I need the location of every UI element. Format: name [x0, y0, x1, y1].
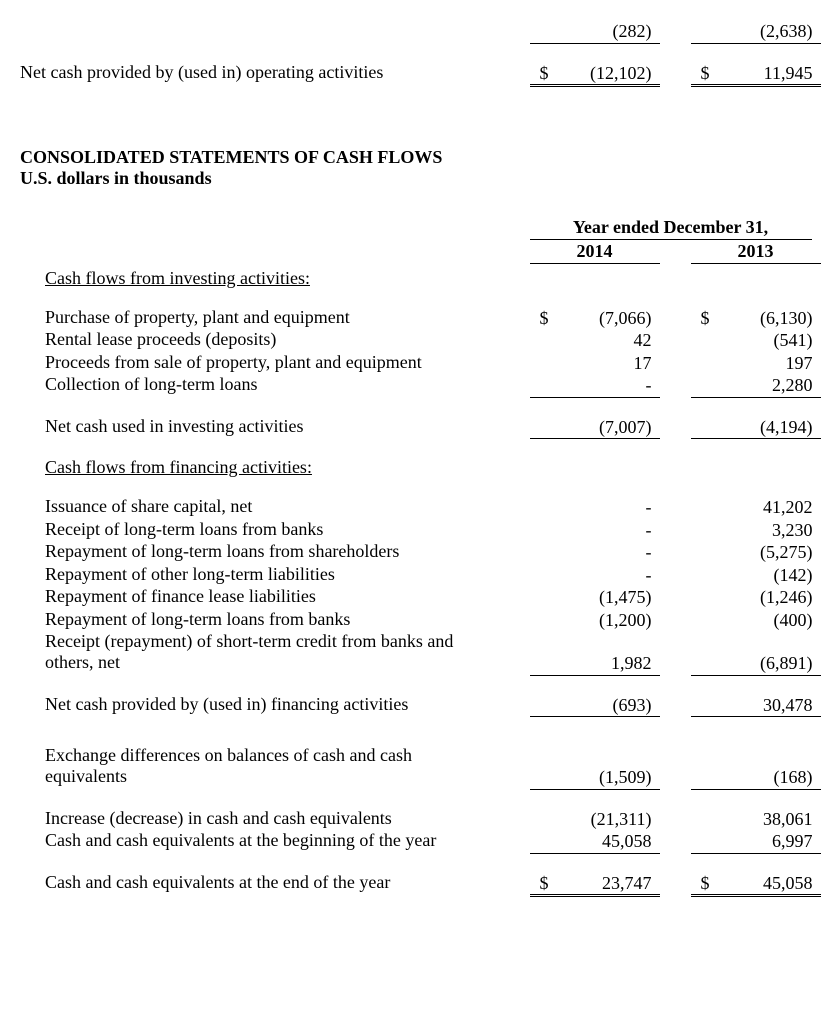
- label: Net cash used in investing activities: [20, 416, 525, 437]
- cell: 6,997: [772, 831, 813, 851]
- row-short-term-line1: Receipt (repayment) of short-term credit…: [20, 631, 808, 652]
- cell: (1,475): [599, 587, 652, 607]
- cell: (21,311): [591, 809, 652, 829]
- row-end: Cash and cash equivalents at the end of …: [20, 872, 808, 898]
- currency-symbol: $: [701, 307, 710, 330]
- cell: (282): [613, 21, 652, 41]
- row-ppe: Purchase of property, plant and equipmen…: [20, 307, 808, 330]
- row-exch-line1: Exchange differences on balances of cash…: [20, 745, 808, 766]
- cell: (7,007): [599, 417, 652, 437]
- label: Repayment of long-term loans from banks: [20, 609, 525, 630]
- label: Rental lease proceeds (deposits): [20, 329, 525, 350]
- currency-symbol: $: [701, 872, 710, 895]
- label: Net cash provided by (used in) financing…: [20, 694, 525, 715]
- cell: (6,891): [760, 653, 813, 673]
- cell: 1,982: [611, 653, 652, 673]
- row-net-investing: Net cash used in investing activities (7…: [20, 416, 808, 440]
- cell: (168): [774, 767, 813, 787]
- cell: 23,747: [602, 873, 652, 893]
- cell: (541): [774, 330, 813, 350]
- label: others, net: [20, 652, 525, 673]
- row-unlabeled-top: (282) (2,638): [20, 20, 808, 44]
- row-issue: Issuance of share capital, net - 41,202: [20, 496, 808, 519]
- row-exch-line2: equivalents (1,509) (168): [20, 766, 808, 790]
- cell: 45,058: [602, 831, 652, 851]
- currency-symbol: $: [701, 62, 710, 85]
- row-repay-banks: Repayment of long-term loans from banks …: [20, 609, 808, 632]
- row-net-financing: Net cash provided by (used in) financing…: [20, 694, 808, 718]
- cell: -: [646, 375, 652, 395]
- label: Repayment of other long-term liabilities: [20, 564, 525, 585]
- cell: (1,200): [599, 610, 652, 630]
- currency-symbol: $: [540, 62, 549, 85]
- row-receipt-lt: Receipt of long-term loans from banks - …: [20, 519, 808, 542]
- label: Receipt of long-term loans from banks: [20, 519, 525, 540]
- label: Purchase of property, plant and equipmen…: [20, 307, 525, 328]
- cell: (6,130): [760, 308, 813, 328]
- cell: (12,102): [590, 63, 652, 83]
- row-rental: Rental lease proceeds (deposits) 42 (541…: [20, 329, 808, 352]
- row-short-term-line2: others, net 1,982 (6,891): [20, 652, 808, 676]
- section-subtitle: U.S. dollars in thousands: [20, 168, 808, 189]
- cell: -: [646, 542, 652, 562]
- cell: -: [646, 520, 652, 540]
- cell: 3,230: [772, 520, 813, 540]
- row-increase: Increase (decrease) in cash and cash equ…: [20, 808, 808, 831]
- cell: (4,194): [760, 417, 813, 437]
- heading-financing: Cash flows from financing activities:: [20, 457, 808, 478]
- cell: 38,061: [763, 809, 813, 829]
- row-repay-lease: Repayment of finance lease liabilities (…: [20, 586, 808, 609]
- cell: (1,246): [760, 587, 813, 607]
- cell: (2,638): [760, 21, 813, 41]
- header-2014: 2014: [530, 240, 660, 264]
- column-header-span: Year ended December 31,: [20, 217, 808, 240]
- cell: (693): [613, 695, 652, 715]
- cell: -: [646, 497, 652, 517]
- cell: (5,275): [760, 542, 813, 562]
- header-year-span: Year ended December 31,: [530, 217, 812, 240]
- label: Receipt (repayment) of short-term credit…: [20, 631, 525, 652]
- cell: 11,945: [764, 63, 813, 83]
- cell: 2,280: [772, 375, 813, 395]
- row-net-operating: Net cash provided by (used in) operating…: [20, 62, 808, 88]
- label-net-operating: Net cash provided by (used in) operating…: [20, 62, 525, 83]
- cell: -: [646, 565, 652, 585]
- label: Exchange differences on balances of cash…: [20, 745, 525, 766]
- cell: 42: [634, 330, 652, 350]
- header-2013: 2013: [691, 240, 821, 264]
- label: Issuance of share capital, net: [20, 496, 525, 517]
- cell: 41,202: [763, 497, 813, 517]
- label: Cash and cash equivalents at the end of …: [20, 872, 525, 893]
- row-repay-other: Repayment of other long-term liabilities…: [20, 564, 808, 587]
- currency-symbol: $: [540, 307, 549, 330]
- column-headers: 2014 2013: [20, 240, 808, 264]
- label: equivalents: [20, 766, 525, 787]
- cell: (142): [774, 565, 813, 585]
- heading-investing: Cash flows from investing activities:: [20, 268, 808, 289]
- cell: (7,066): [599, 308, 652, 328]
- cell: 45,058: [763, 873, 813, 893]
- label: Collection of long-term loans: [20, 374, 525, 395]
- row-sale: Proceeds from sale of property, plant an…: [20, 352, 808, 375]
- row-repay-sh: Repayment of long-term loans from shareh…: [20, 541, 808, 564]
- label: Proceeds from sale of property, plant an…: [20, 352, 525, 373]
- section-title: CONSOLIDATED STATEMENTS OF CASH FLOWS: [20, 147, 808, 168]
- cell: (400): [774, 610, 813, 630]
- cell: 30,478: [763, 695, 813, 715]
- label: Repayment of long-term loans from shareh…: [20, 541, 525, 562]
- label: Increase (decrease) in cash and cash equ…: [20, 808, 525, 829]
- cell: 197: [786, 353, 813, 373]
- currency-symbol: $: [540, 872, 549, 895]
- label: Cash and cash equivalents at the beginni…: [20, 830, 525, 851]
- cell: (1,509): [599, 767, 652, 787]
- row-collect: Collection of long-term loans - 2,280: [20, 374, 808, 398]
- row-begin: Cash and cash equivalents at the beginni…: [20, 830, 808, 854]
- cell: 17: [634, 353, 652, 373]
- label: Repayment of finance lease liabilities: [20, 586, 525, 607]
